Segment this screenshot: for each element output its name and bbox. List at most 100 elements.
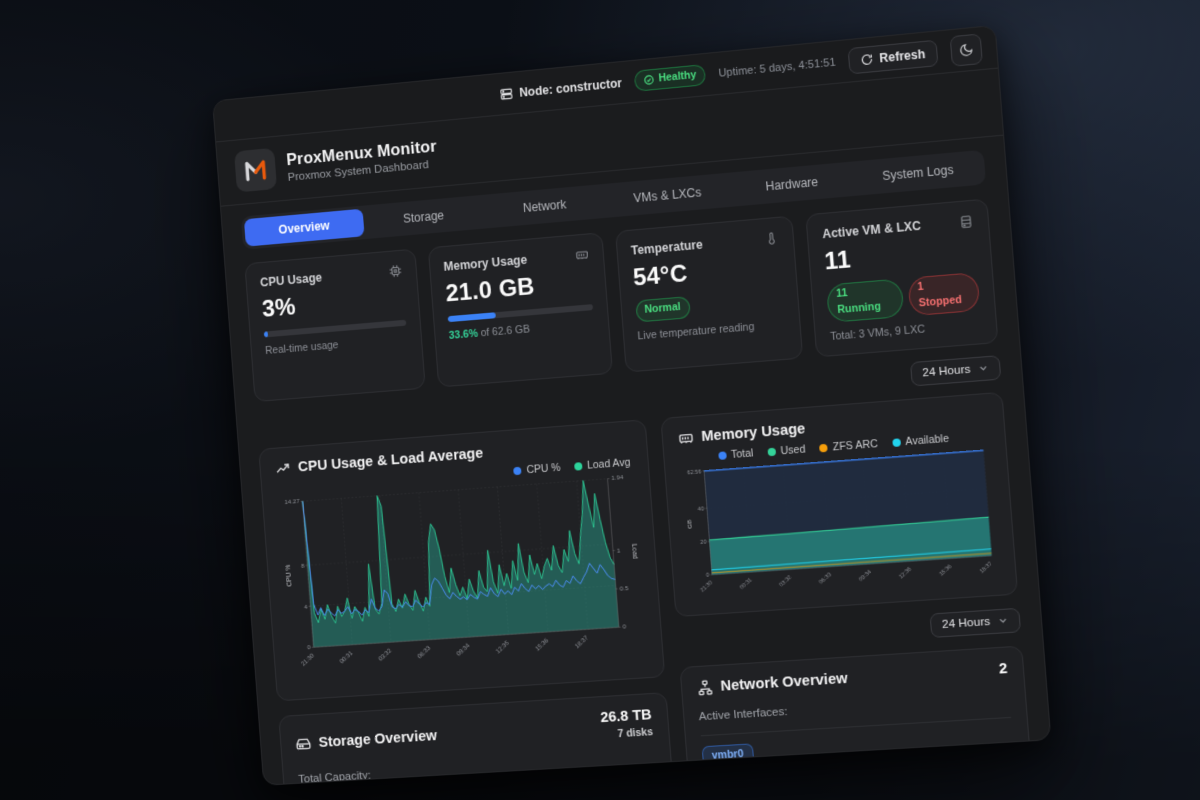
uptime-text: Uptime: 5 days, 4:51:51 [718, 56, 837, 80]
svg-text:03:32: 03:32 [778, 574, 793, 588]
memory-of-total: of 62.6 GB [477, 323, 531, 340]
svg-text:14.27: 14.27 [284, 498, 300, 506]
tab-hardware[interactable]: Hardware [764, 174, 819, 194]
health-badge: Healthy [633, 63, 707, 93]
thermometer-icon [764, 231, 779, 246]
memory-chart-card: Memory Usage Total Used ZFS ARC Availabl… [659, 391, 1019, 617]
cpu-usage-card: CPU Usage 3% Real-time usage [244, 248, 426, 402]
tab-system-logs[interactable]: System Logs [881, 162, 955, 184]
svg-text:40: 40 [697, 506, 704, 513]
interface-chip-vmbr0[interactable]: vmbr0 [701, 743, 755, 767]
svg-text:21:30: 21:30 [300, 652, 316, 668]
svg-text:8: 8 [301, 562, 305, 569]
ram-icon [574, 247, 589, 262]
memory-chart-title: Memory Usage [700, 420, 806, 445]
time-range-select-2[interactable]: 24 Hours [929, 607, 1022, 638]
refresh-button[interactable]: Refresh [847, 39, 939, 74]
storage-physical-disks-row: Physical Disks: [300, 780, 658, 785]
trending-up-icon [274, 460, 290, 477]
legend-dot-zfs-arc [819, 443, 828, 452]
cpu-load-chart: 21:30 00:31 03:32 06:33 09:34 12:35 15:36 18:37… [284, 474, 638, 668]
memory-stick-icon [677, 429, 694, 446]
active-vm-lxc-title: Active VM & LXC [821, 218, 922, 242]
moon-icon [958, 42, 974, 58]
memory-chart-title-row: Memory Usage [677, 421, 806, 447]
memory-usage-value: 21.0 GB [444, 273, 536, 308]
legend-dot-cpu [513, 466, 522, 475]
tab-vms-lxcs[interactable]: VMs & LXCs [632, 185, 702, 206]
network-overview-card: Network Overview 2 Active Interfaces: vm… [678, 645, 1032, 781]
svg-text:18:37: 18:37 [574, 634, 591, 650]
time-range-row-2: 24 Hours [676, 607, 1022, 654]
cpu-usage-footer: Real-time usage [264, 339, 339, 357]
vms-stopped-badge: 1 Stopped [907, 271, 981, 316]
legend-item-used: Used [767, 443, 806, 458]
right-column: Memory Usage Total Used ZFS ARC Availabl… [659, 391, 1032, 781]
chevron-down-icon-2 [997, 615, 1009, 627]
svg-text:12:35: 12:35 [495, 639, 511, 655]
legend-item-total: Total [717, 447, 754, 462]
svg-text:09:34: 09:34 [858, 569, 873, 583]
node-label: Node: constructor [518, 75, 623, 100]
svg-text:18:37: 18:37 [978, 560, 993, 574]
legend-dot-load [573, 461, 583, 471]
legend-item-cpu: CPU % [513, 461, 561, 476]
svg-text:03:32: 03:32 [377, 646, 393, 662]
time-range-label: 24 Hours [921, 363, 971, 380]
temperature-card: Temperature 54°C Normal Live temperature… [614, 215, 804, 373]
svg-text:21:30: 21:30 [699, 579, 713, 593]
svg-text:1: 1 [617, 547, 622, 554]
temperature-status-badge: Normal [634, 296, 691, 323]
svg-text:15:36: 15:36 [534, 636, 550, 652]
svg-text:0: 0 [622, 623, 627, 630]
proxmenux-logo [234, 147, 278, 193]
charts-grid: CPU Usage & Load Average CPU % Load Avg … [258, 391, 1033, 786]
time-range-select[interactable]: 24 Hours [910, 354, 1002, 386]
legend-dot-used [767, 447, 776, 456]
network-overview-title: Network Overview [720, 670, 849, 695]
hard-drive-icon [295, 736, 311, 753]
check-circle-icon [643, 74, 655, 86]
cpu-chip-icon [388, 264, 403, 279]
memory-chart: 21:30 00:31 03:32 06:33 09:34 12:35 15:36 18:37… [686, 443, 993, 593]
svg-text:15:36: 15:36 [938, 563, 953, 577]
svg-text:4: 4 [304, 603, 308, 610]
tab-storage[interactable]: Storage [402, 208, 445, 226]
storage-capacity-value: 26.8 TB [599, 707, 653, 727]
theme-toggle-button[interactable] [949, 32, 983, 67]
svg-text:00:31: 00:31 [339, 649, 355, 665]
dashboard-content: Overview Storage Network VMs & LXCs Hard… [221, 136, 1051, 786]
tab-overview[interactable]: Overview [243, 208, 365, 247]
svg-text:20: 20 [700, 539, 707, 546]
svg-text:00:31: 00:31 [738, 577, 753, 591]
server-stack-icon [958, 214, 974, 229]
svg-text:06:33: 06:33 [818, 571, 833, 585]
active-interfaces-label: Active Interfaces: [698, 705, 788, 724]
svg-text:09:34: 09:34 [455, 641, 471, 657]
memory-usage-progress-fill [447, 312, 497, 323]
active-vm-lxc-card: Active VM & LXC 11 11 Running 1 Stopped … [805, 198, 999, 357]
svg-text:06:33: 06:33 [416, 644, 432, 660]
temperature-footer: Live temperature reading [637, 320, 755, 343]
temperature-value: 54°C [632, 260, 689, 292]
tab-network[interactable]: Network [522, 197, 567, 216]
svg-text:62.56: 62.56 [686, 468, 700, 475]
storage-total-capacity-row: Total Capacity: [297, 770, 372, 786]
cpu-usage-title: CPU Usage [259, 270, 323, 290]
network-icon [696, 679, 713, 696]
refresh-label: Refresh [878, 46, 926, 65]
storage-summary: 26.8 TB 7 disks [600, 707, 654, 741]
memory-usage-title: Memory Usage [443, 252, 528, 274]
left-column: CPU Usage & Load Average CPU % Load Avg … [258, 418, 675, 786]
network-overview-title-row: Network Overview [696, 671, 848, 696]
server-icon [499, 86, 514, 101]
svg-text:0.5: 0.5 [620, 584, 630, 592]
node-indicator: Node: constructor [499, 76, 622, 102]
svg-text:Load: Load [630, 543, 638, 559]
memory-usage-card: Memory Usage 21.0 GB 33.6% of 62.6 GB [427, 232, 613, 388]
temperature-title: Temperature [630, 237, 704, 258]
svg-text:1.94: 1.94 [611, 474, 624, 482]
chevron-down-icon [977, 362, 989, 374]
network-interface-count: 2 [998, 660, 1008, 678]
dashboard-window-scene: Node: constructor Healthy Uptime: 5 days… [212, 24, 1052, 786]
